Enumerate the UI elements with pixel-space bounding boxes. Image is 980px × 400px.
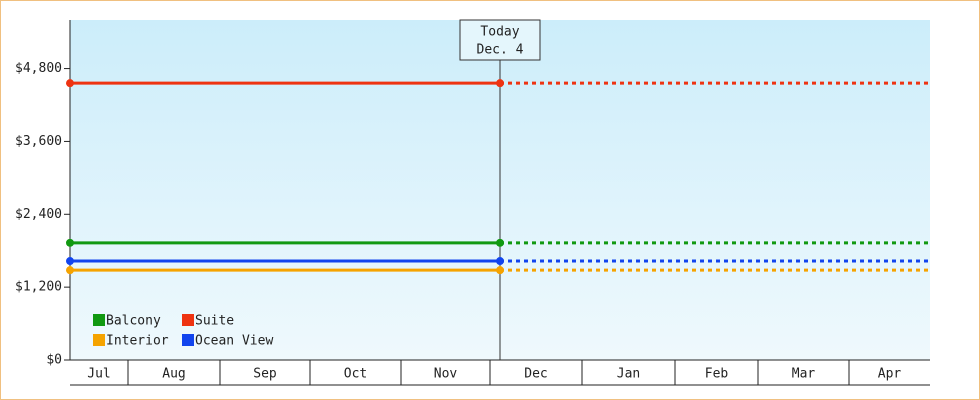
legend-label: Ocean View	[195, 334, 273, 349]
today-point	[496, 238, 504, 247]
today-date: Dec. 4	[477, 43, 524, 58]
today-label: Today	[480, 25, 519, 40]
start-point	[66, 79, 74, 88]
start-point	[66, 238, 74, 247]
x-tick-label: Dec	[524, 367, 547, 382]
legend-swatch	[93, 334, 105, 346]
y-tick-label: $1,200	[15, 280, 62, 295]
legend-label: Balcony	[106, 314, 161, 329]
legend-swatch	[93, 314, 105, 326]
x-tick-label: Nov	[434, 367, 458, 382]
start-point	[66, 266, 74, 275]
today-point	[496, 79, 504, 88]
legend-label: Interior	[106, 334, 169, 349]
x-tick-label: Sep	[253, 367, 277, 382]
y-tick-label: $0	[46, 353, 62, 368]
x-tick-label: Apr	[878, 367, 902, 382]
today-point	[496, 257, 504, 266]
x-tick-label: Mar	[792, 367, 816, 382]
x-tick-label: Jan	[617, 367, 640, 382]
x-tick-label: Jul	[87, 367, 110, 382]
y-tick-label: $3,600	[15, 134, 62, 149]
legend-label: Suite	[195, 314, 234, 329]
x-tick-label: Oct	[344, 367, 367, 382]
today-box	[459, 19, 541, 61]
y-tick-label: $2,400	[15, 207, 62, 222]
legend-swatch	[182, 314, 194, 326]
y-tick-label: $4,800	[15, 61, 62, 76]
x-tick-label: Feb	[705, 367, 729, 382]
today-point	[496, 266, 504, 275]
x-tick-label: Aug	[162, 367, 185, 382]
start-point	[66, 257, 74, 266]
legend-swatch	[182, 334, 194, 346]
